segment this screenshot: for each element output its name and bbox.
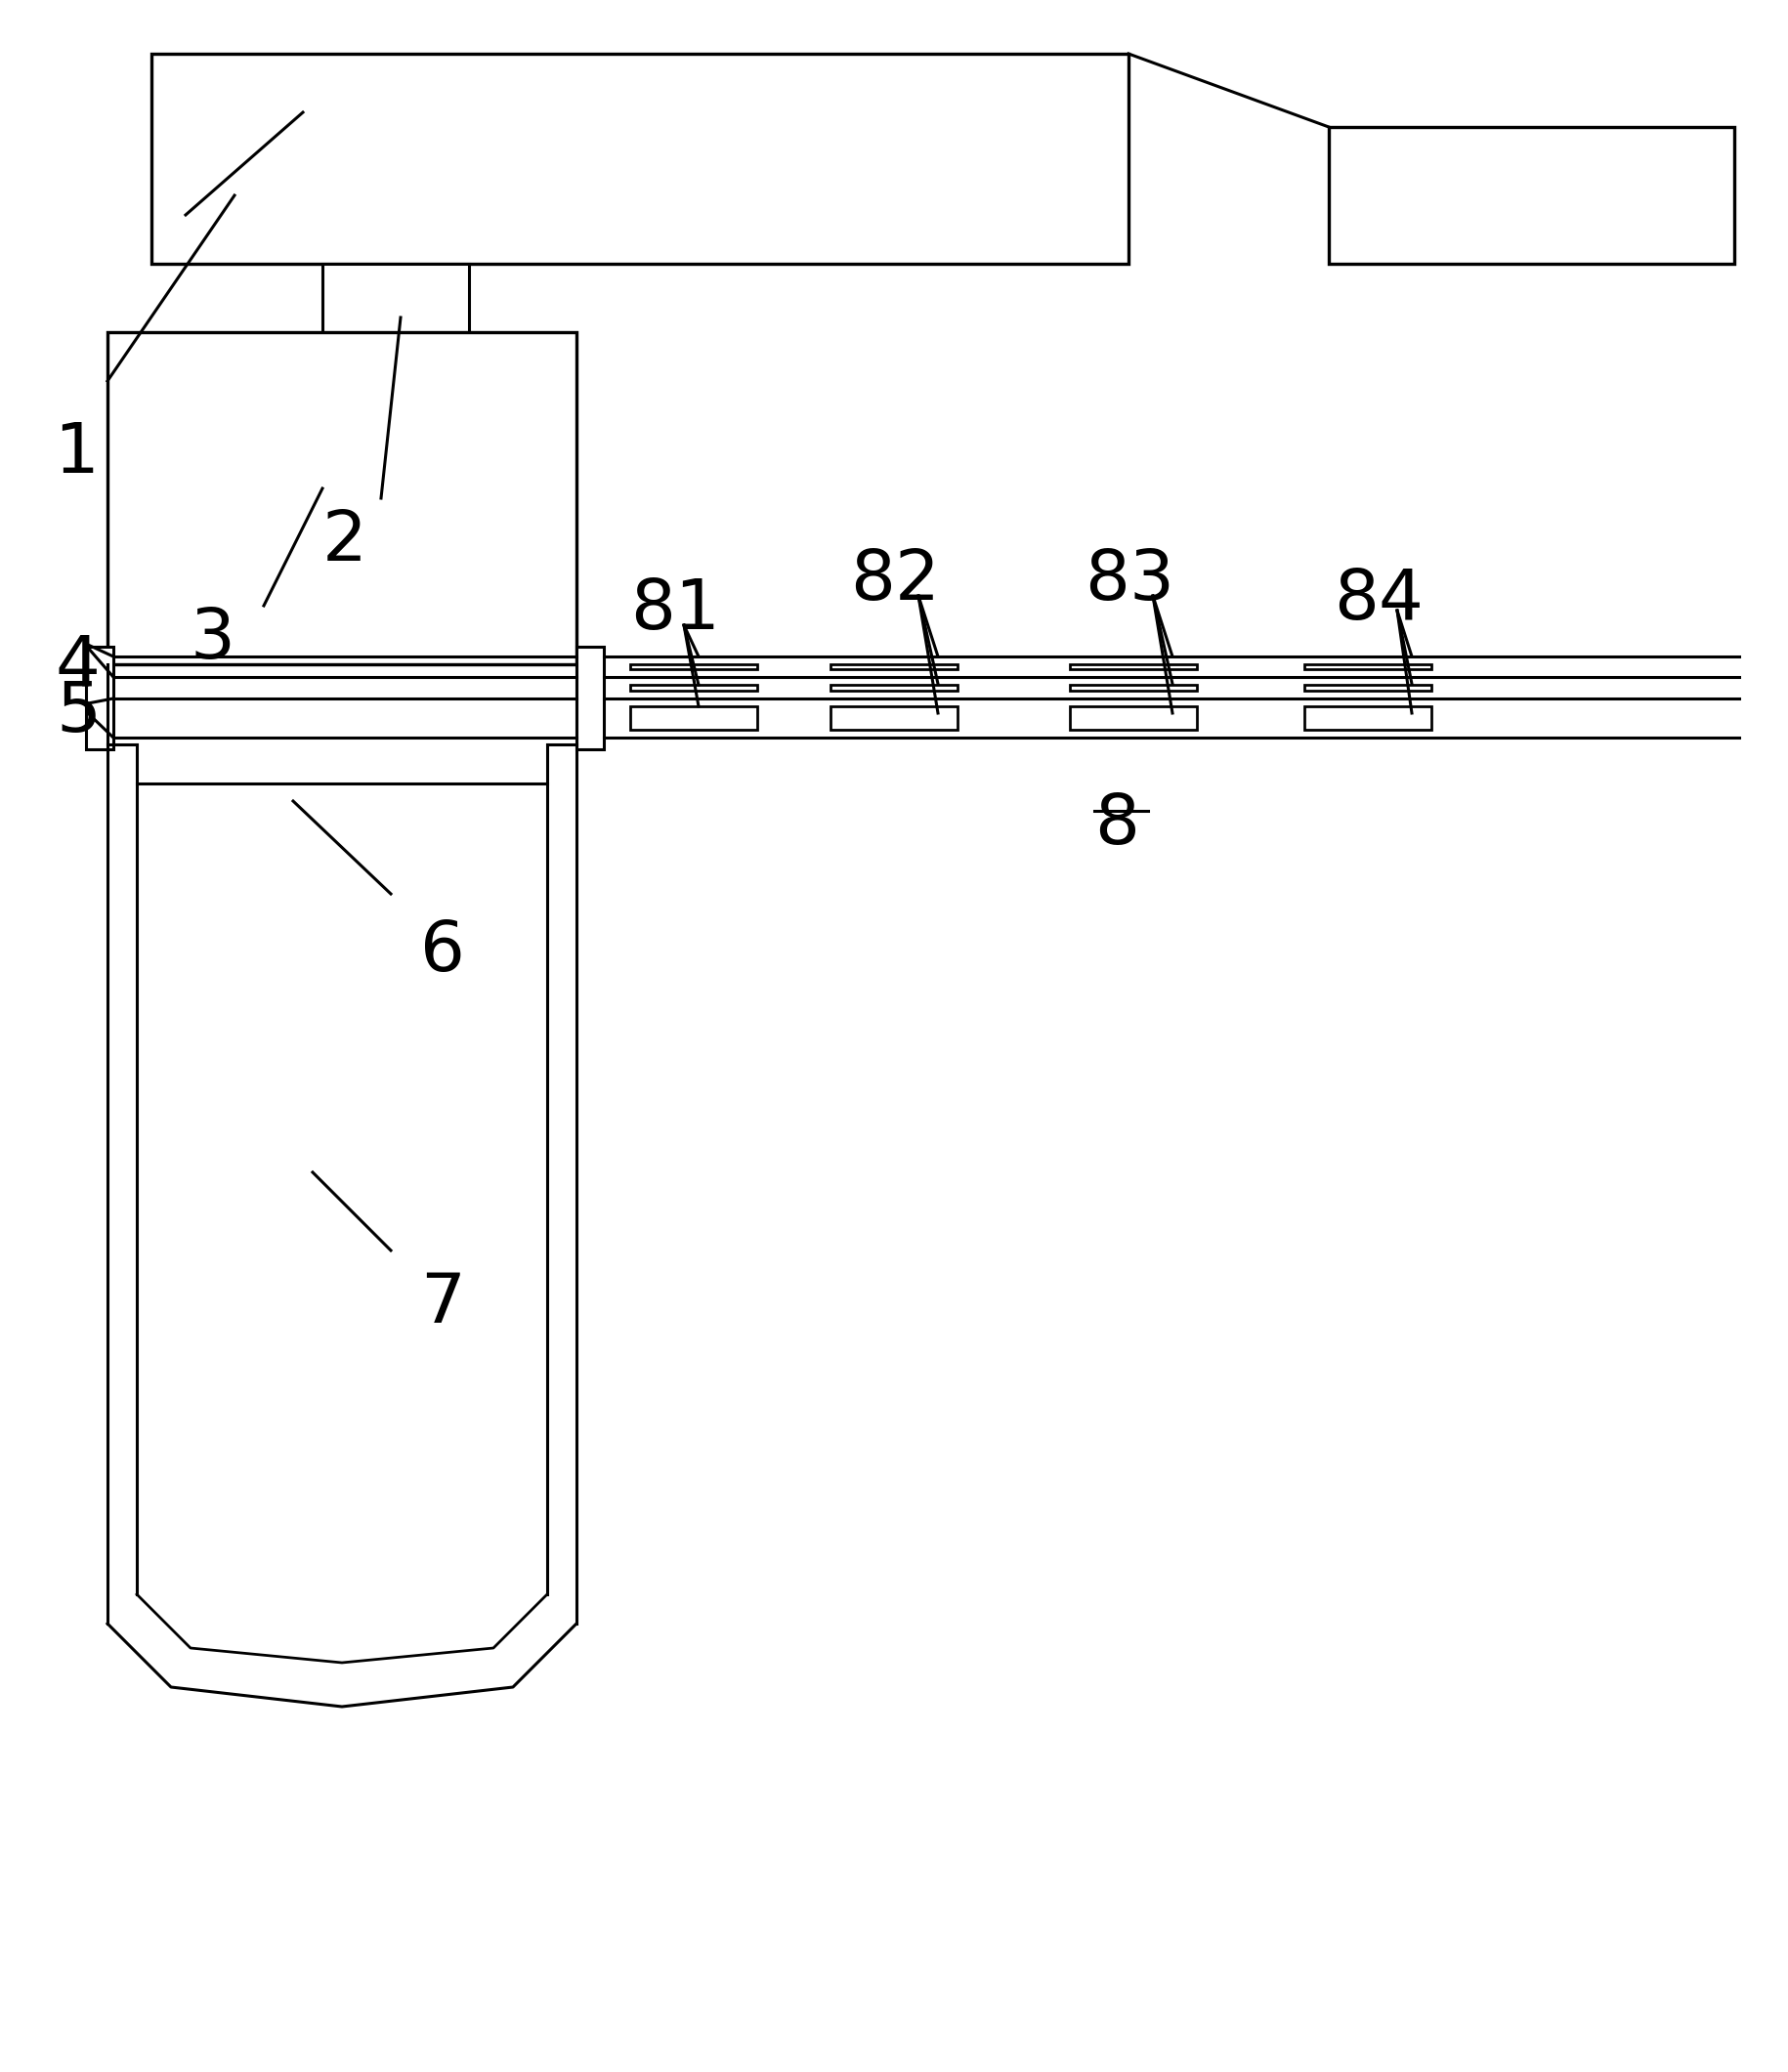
Bar (1303, 707, 1430, 729)
Bar (1069, 686, 1196, 690)
Bar (629, 665, 756, 669)
Text: 3: 3 (190, 605, 236, 673)
Text: 81: 81 (629, 576, 719, 644)
Text: 5: 5 (55, 680, 100, 746)
Bar (1303, 665, 1430, 669)
Bar (830, 665, 957, 669)
Text: 8: 8 (1094, 792, 1139, 858)
Text: 82: 82 (849, 547, 939, 615)
Text: 4: 4 (55, 634, 100, 700)
Bar (152, 54, 1128, 263)
Bar (322, 263, 468, 338)
Bar (629, 686, 756, 690)
Bar (107, 332, 576, 665)
Text: 2: 2 (322, 508, 367, 576)
Bar (1069, 707, 1196, 729)
Bar (86, 646, 113, 750)
Bar (629, 707, 756, 729)
Bar (830, 686, 957, 690)
Bar (576, 646, 604, 750)
Bar (1069, 665, 1196, 669)
Text: 6: 6 (420, 918, 465, 986)
Bar (830, 707, 957, 729)
Bar (1303, 686, 1430, 690)
Text: 84: 84 (1332, 566, 1423, 634)
Text: 1: 1 (54, 421, 98, 487)
Text: 7: 7 (420, 1270, 465, 1336)
Text: 83: 83 (1084, 547, 1173, 615)
Bar (1328, 126, 1733, 263)
